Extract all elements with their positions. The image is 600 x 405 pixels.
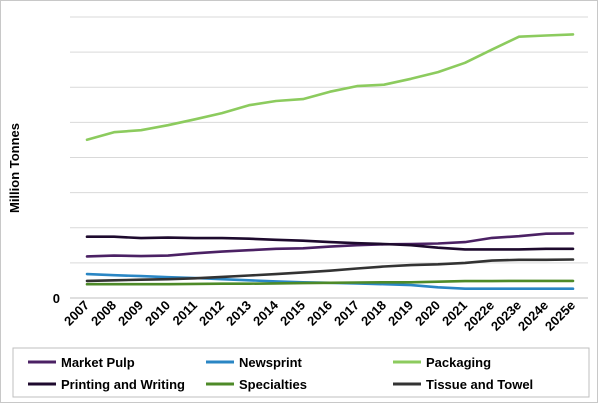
legend-label-newsprint: Newsprint — [239, 355, 303, 370]
legend-box — [12, 347, 590, 398]
x-tick-label: 2022e — [461, 298, 497, 334]
x-tick-label: 2023e — [488, 298, 524, 334]
series-line-tissue-and-towel — [85, 258, 575, 283]
x-tick-label: 2010 — [142, 298, 173, 329]
series-line-printing-and-writing — [85, 235, 575, 251]
y-tick-label: 0 — [53, 291, 60, 306]
gridlines — [70, 16, 588, 264]
legend-label-packaging: Packaging — [426, 355, 491, 370]
x-tick-label: 2013 — [223, 298, 254, 329]
x-tick-label: 2018 — [358, 298, 389, 329]
x-tick-label: 2009 — [115, 298, 146, 329]
x-tick-label: 2024e — [515, 298, 551, 334]
legend-label-specialties: Specialties — [239, 377, 307, 392]
series-line-market-pulp — [85, 232, 575, 258]
series-line-specialties — [85, 279, 575, 286]
x-tick-label: 2025e — [542, 298, 578, 334]
x-tick-label: 2020 — [412, 298, 443, 329]
x-tick-label: 2012 — [196, 298, 227, 329]
legend-label-market-pulp: Market Pulp — [61, 355, 135, 370]
x-tick-label: 2007 — [61, 298, 92, 329]
legend-label-tissue-and-towel: Tissue and Towel — [426, 377, 533, 392]
x-tick-label: 2011 — [170, 298, 201, 329]
legend: Market Pulp Newsprint Packaging Printing an… — [28, 355, 533, 392]
x-tick-label: 2014 — [250, 297, 282, 329]
legend-label-printing-and-writing: Printing and Writing — [61, 377, 185, 392]
x-axis-tick-labels: 2007200820092010201120122013201420152016… — [61, 297, 578, 334]
series-lines — [85, 33, 575, 291]
y-axis-label: Million Tonnes — [7, 123, 22, 213]
x-tick-label: 2015 — [277, 298, 308, 329]
x-tick-label: 2016 — [304, 298, 335, 329]
x-tick-label: 2017 — [331, 298, 362, 329]
series-line-packaging — [85, 33, 575, 142]
x-tick-label: 2019 — [385, 298, 416, 329]
y-axis-tick-labels: 0 — [53, 291, 60, 306]
x-tick-label: 2008 — [88, 298, 119, 329]
